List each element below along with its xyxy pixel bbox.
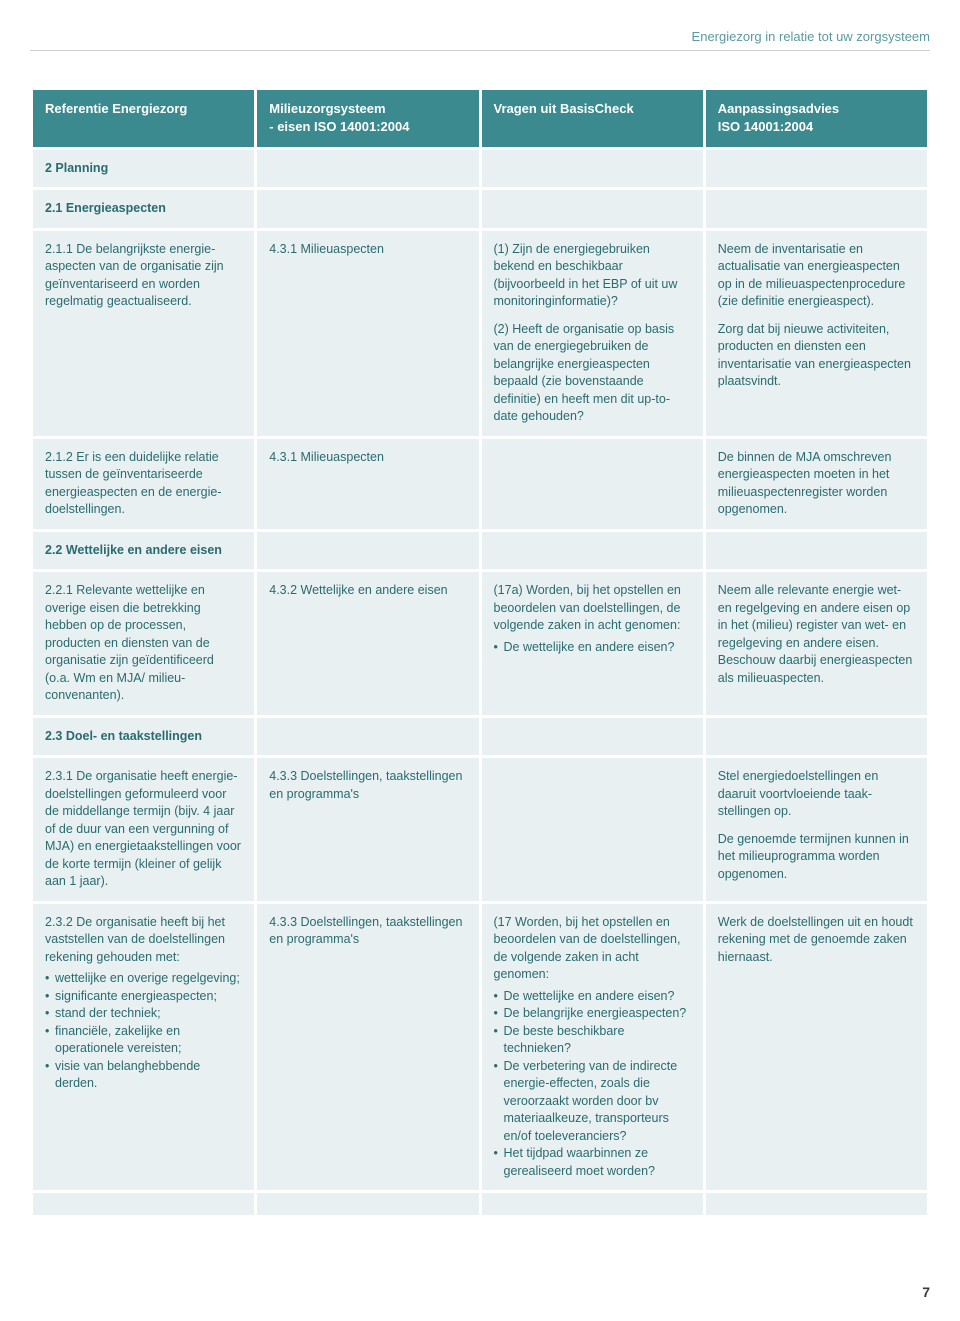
- cell-intro: (17a) Worden, bij het opstellen en beoor…: [494, 582, 691, 635]
- bullet-list: wettelijke en overige regelgeving; signi…: [45, 970, 242, 1093]
- cell-aanpassing: Werk de doelstellingen uit en houdt reke…: [706, 904, 927, 1191]
- cell-paragraph: (2) Heeft de organisatie op basis van de…: [494, 321, 691, 426]
- empty-cell: [706, 1193, 927, 1215]
- cell-vragen: (17a) Worden, bij het opstellen en beoor…: [482, 572, 703, 715]
- document-title: Energiezorg in relatie tot uw zorgsystee…: [30, 28, 930, 51]
- cell-aanpassing: Neem alle relevante energie wet- en rege…: [706, 572, 927, 715]
- empty-cell: [482, 439, 703, 529]
- section-heading: 2.1 Energieaspecten: [33, 190, 254, 228]
- col-header-vragen: Vragen uit BasisCheck: [482, 90, 703, 146]
- table-row: 2.1 Energieaspecten: [33, 190, 927, 228]
- comparison-table: Referentie Energiezorg Milieuzorgsysteem…: [30, 87, 930, 1218]
- cell-intro: 2.3.2 De organisatie heeft bij het vasts…: [45, 914, 242, 967]
- page-number: 7: [922, 1283, 930, 1303]
- cell-paragraph: Stel energiedoelstellingen en daaruit vo…: [718, 768, 915, 821]
- table-row: 2.2 Wettelijke en andere eisen: [33, 532, 927, 570]
- section-heading: 2.2 Wettelijke en andere eisen: [33, 532, 254, 570]
- col-header-milieuzorg: Milieuzorgsysteem - eisen ISO 14001:2004: [257, 90, 478, 146]
- cell-paragraph: (1) Zijn de energiegebruiken bekend en b…: [494, 241, 691, 311]
- cell-aanpassing: Neem de inventarisatie en actualisatie v…: [706, 231, 927, 436]
- bullet-item: Het tijdpad waarbinnen ze gerealiseerd m…: [494, 1145, 691, 1180]
- table-row: 2.3.1 De organisatie heeft energie­doels…: [33, 758, 927, 901]
- table-row: 2 Planning: [33, 150, 927, 188]
- table-row: 2.1.1 De belangrijkste energie­aspecten …: [33, 231, 927, 436]
- cell-referentie: 2.1.1 De belangrijkste energie­aspecten …: [33, 231, 254, 436]
- bullet-item: financiële, zakelijke en operationele ve…: [45, 1023, 242, 1058]
- page: Energiezorg in relatie tot uw zorgsystee…: [0, 0, 960, 1321]
- cell-aanpassing: Stel energiedoelstellingen en daaruit vo…: [706, 758, 927, 901]
- empty-cell: [33, 1193, 254, 1215]
- bullet-item: visie van belanghebbende derden.: [45, 1058, 242, 1093]
- cell-vragen: (17 Worden, bij het opstellen en beoorde…: [482, 904, 703, 1191]
- empty-cell: [482, 1193, 703, 1215]
- empty-cell: [706, 190, 927, 228]
- empty-cell: [482, 150, 703, 188]
- bullet-item: De wettelijke en andere eisen?: [494, 639, 691, 657]
- empty-cell: [257, 1193, 478, 1215]
- empty-cell: [706, 718, 927, 756]
- bullet-list: De wettelijke en andere eisen?: [494, 639, 691, 657]
- empty-cell: [482, 532, 703, 570]
- bullet-list: De wettelijke en andere eisen? De belang…: [494, 988, 691, 1181]
- bullet-item: stand der techniek;: [45, 1005, 242, 1023]
- bullet-item: De wettelijke en andere eisen?: [494, 988, 691, 1006]
- empty-cell: [257, 190, 478, 228]
- table-row: 2.1.2 Er is een duidelijke relatie tusse…: [33, 439, 927, 529]
- empty-cell: [257, 150, 478, 188]
- col-header-aanpassing: Aanpassingsadvies ISO 14001:2004: [706, 90, 927, 146]
- cell-milieuzorg: 4.3.3 Doelstellingen, taakstellingen en …: [257, 758, 478, 901]
- col-header-referentie: Referentie Energiezorg: [33, 90, 254, 146]
- cell-aanpassing: De binnen de MJA omschreven energieaspec…: [706, 439, 927, 529]
- cell-referentie: 2.3.2 De organisatie heeft bij het vasts…: [33, 904, 254, 1191]
- table-row: [33, 1193, 927, 1215]
- empty-cell: [482, 718, 703, 756]
- cell-paragraph: De genoemde termijnen kunnen in het mili…: [718, 831, 915, 884]
- cell-milieuzorg: 4.3.3 Doelstellingen, taakstellingen en …: [257, 904, 478, 1191]
- cell-referentie: 2.3.1 De organisatie heeft energie­doels…: [33, 758, 254, 901]
- empty-cell: [257, 532, 478, 570]
- empty-cell: [257, 718, 478, 756]
- empty-cell: [482, 758, 703, 901]
- cell-referentie: 2.1.2 Er is een duidelijke relatie tusse…: [33, 439, 254, 529]
- table-row: 2.3 Doel- en taakstellingen: [33, 718, 927, 756]
- cell-intro: (17 Worden, bij het opstellen en beoorde…: [494, 914, 691, 984]
- empty-cell: [706, 150, 927, 188]
- table-row: 2.2.1 Relevante wettelijke en overige ei…: [33, 572, 927, 715]
- table-row: 2.3.2 De organisatie heeft bij het vasts…: [33, 904, 927, 1191]
- table-header-row: Referentie Energiezorg Milieuzorgsysteem…: [33, 90, 927, 146]
- cell-milieuzorg: 4.3.1 Milieuaspecten: [257, 231, 478, 436]
- bullet-item: significante energieaspecten;: [45, 988, 242, 1006]
- cell-paragraph: Zorg dat bij nieuwe activiteiten, produc…: [718, 321, 915, 391]
- empty-cell: [482, 190, 703, 228]
- cell-vragen: (1) Zijn de energiegebruiken bekend en b…: [482, 231, 703, 436]
- empty-cell: [706, 532, 927, 570]
- cell-paragraph: Neem de inventarisatie en actualisatie v…: [718, 241, 915, 311]
- cell-milieuzorg: 4.3.2 Wettelijke en andere eisen: [257, 572, 478, 715]
- section-heading: 2 Planning: [33, 150, 254, 188]
- bullet-item: De beste beschikbare technieken?: [494, 1023, 691, 1058]
- bullet-item: De belangrijke energieaspecten?: [494, 1005, 691, 1023]
- bullet-item: wettelijke en overige regelgeving;: [45, 970, 242, 988]
- cell-milieuzorg: 4.3.1 Milieuaspecten: [257, 439, 478, 529]
- section-heading: 2.3 Doel- en taakstellingen: [33, 718, 254, 756]
- bullet-item: De verbetering van de indirecte energie-…: [494, 1058, 691, 1146]
- cell-referentie: 2.2.1 Relevante wettelijke en overige ei…: [33, 572, 254, 715]
